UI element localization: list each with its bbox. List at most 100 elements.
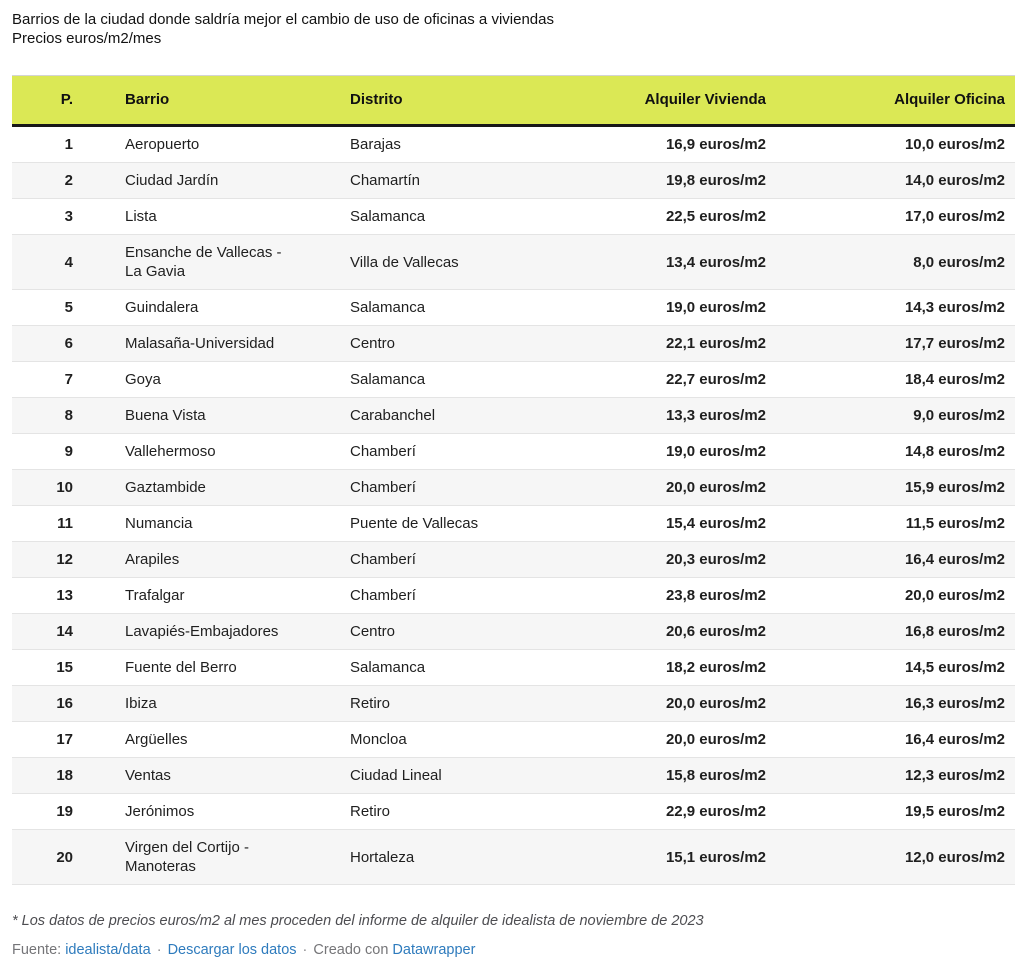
table-row: 9 Vallehermoso Chamberí 19,0 euros/m2 14,8 e…: [12, 433, 1015, 470]
cell-alquiler-oficina: 12,3 euros/m2: [778, 757, 1015, 794]
cell-alquiler-oficina: 12,0 euros/m2: [778, 829, 1015, 885]
table-row: 2 Ciudad Jardín Chamartín 19,8 euros/m2 14,0…: [12, 162, 1015, 199]
cell-alquiler-vivienda: 19,0 euros/m2: [568, 433, 778, 470]
cell-alquiler-oficina: 15,9 euros/m2: [778, 469, 1015, 506]
cell-rank: 2: [12, 162, 105, 199]
table-row: 10 Gaztambide Chamberí 20,0 euros/m2 15,9 eu…: [12, 469, 1015, 506]
cell-alquiler-vivienda: 16,9 euros/m2: [568, 125, 778, 163]
source-line: Fuente: idealista/data · Descargar los d…: [12, 941, 1015, 959]
datawrapper-link[interactable]: Datawrapper: [392, 942, 476, 958]
table-row: 16 Ibiza Retiro 20,0 euros/m2 16,3 euros/m2: [12, 685, 1015, 722]
table-row: 15 Fuente del Berro Salamanca 18,2 euros/m2…: [12, 649, 1015, 686]
cell-distrito: Centro: [338, 613, 568, 650]
cell-barrio: Ciudad Jardín: [105, 162, 338, 199]
separator-dot: ·: [302, 942, 308, 958]
cell-barrio: Lavapiés-Embajadores: [105, 613, 338, 650]
cell-distrito: Villa de Vallecas: [338, 234, 568, 290]
cell-rank: 3: [12, 198, 105, 235]
page-title: Barrios de la ciudad donde saldría mejor…: [12, 11, 554, 28]
cell-alquiler-vivienda: 19,8 euros/m2: [568, 162, 778, 199]
cell-alquiler-vivienda: 18,2 euros/m2: [568, 649, 778, 686]
cell-alquiler-vivienda: 22,1 euros/m2: [568, 325, 778, 362]
cell-alquiler-oficina: 14,5 euros/m2: [778, 649, 1015, 686]
cell-distrito: Salamanca: [338, 361, 568, 398]
table-head: P. Barrio Distrito Alquiler Vivienda Alquile…: [12, 75, 1015, 127]
table-header-row: P. Barrio Distrito Alquiler Vivienda Alquile…: [12, 75, 1015, 127]
cell-alquiler-vivienda: 20,0 euros/m2: [568, 685, 778, 722]
table-row: 5 Guindalera Salamanca 19,0 euros/m2 14,3 eu…: [12, 289, 1015, 326]
cell-alquiler-oficina: 16,4 euros/m2: [778, 541, 1015, 578]
column-header-barrio: Barrio: [105, 75, 338, 127]
footnote: * Los datos de precios euros/m2 al mes p…: [12, 913, 704, 929]
cell-rank: 9: [12, 433, 105, 470]
cell-barrio: Numancia: [105, 505, 338, 542]
table-row: 7 Goya Salamanca 22,7 euros/m2 18,4 euros/m2: [12, 361, 1015, 398]
table-row: 17 Argüelles Moncloa 20,0 euros/m2 16,4 euro…: [12, 721, 1015, 758]
table-row: 8 Buena Vista Carabanchel 13,3 euros/m2 9,0 …: [12, 397, 1015, 434]
cell-barrio: Ventas: [105, 757, 338, 794]
cell-alquiler-vivienda: 22,5 euros/m2: [568, 198, 778, 235]
cell-barrio: Virgen del Cortijo - Manoteras: [105, 829, 338, 885]
cell-distrito: Chamberí: [338, 577, 568, 614]
chart-header: Barrios de la ciudad donde saldría mejor…: [12, 10, 1015, 48]
cell-alquiler-oficina: 14,0 euros/m2: [778, 162, 1015, 199]
cell-rank: 17: [12, 721, 105, 758]
cell-alquiler-vivienda: 19,0 euros/m2: [568, 289, 778, 326]
cell-distrito: Carabanchel: [338, 397, 568, 434]
cell-rank: 4: [12, 234, 105, 290]
cell-alquiler-oficina: 18,4 euros/m2: [778, 361, 1015, 398]
cell-distrito: Retiro: [338, 685, 568, 722]
cell-alquiler-oficina: 8,0 euros/m2: [778, 234, 1015, 290]
cell-alquiler-oficina: 16,8 euros/m2: [778, 613, 1015, 650]
table-row: 11 Numancia Puente de Vallecas 15,4 euros/m…: [12, 505, 1015, 542]
cell-distrito: Centro: [338, 325, 568, 362]
cell-distrito: Chamberí: [338, 433, 568, 470]
column-header-alquiler-vivienda: Alquiler Vivienda: [568, 75, 778, 127]
table-row: 12 Arapiles Chamberí 20,3 euros/m2 16,4 euro…: [12, 541, 1015, 578]
cell-alquiler-oficina: 17,7 euros/m2: [778, 325, 1015, 362]
cell-distrito: Ciudad Lineal: [338, 757, 568, 794]
cell-alquiler-vivienda: 15,4 euros/m2: [568, 505, 778, 542]
download-data-link[interactable]: Descargar los datos: [167, 942, 297, 958]
cell-alquiler-vivienda: 15,8 euros/m2: [568, 757, 778, 794]
rent-comparison-table: P. Barrio Distrito Alquiler Vivienda Alquile…: [12, 75, 1015, 885]
table-row: 4 Ensanche de Vallecas - La Gavia Villa de…: [12, 234, 1015, 290]
cell-rank: 10: [12, 469, 105, 506]
column-header-alquiler-oficina: Alquiler Oficina: [778, 75, 1015, 127]
cell-alquiler-oficina: 19,5 euros/m2: [778, 793, 1015, 830]
cell-alquiler-vivienda: 22,9 euros/m2: [568, 793, 778, 830]
cell-barrio: Lista: [105, 198, 338, 235]
cell-rank: 16: [12, 685, 105, 722]
cell-alquiler-oficina: 11,5 euros/m2: [778, 505, 1015, 542]
table-row: 6 Malasaña-Universidad Centro 22,1 euros/m2…: [12, 325, 1015, 362]
cell-alquiler-vivienda: 20,0 euros/m2: [568, 469, 778, 506]
cell-alquiler-vivienda: 13,4 euros/m2: [568, 234, 778, 290]
table-row: 14 Lavapiés-Embajadores Centro 20,6 euros/m…: [12, 613, 1015, 650]
table-body: 1 Aeropuerto Barajas 16,9 euros/m2 10,0 euro…: [12, 125, 1015, 885]
cell-distrito: Salamanca: [338, 198, 568, 235]
cell-alquiler-oficina: 17,0 euros/m2: [778, 198, 1015, 235]
cell-rank: 7: [12, 361, 105, 398]
cell-rank: 5: [12, 289, 105, 326]
cell-alquiler-oficina: 16,3 euros/m2: [778, 685, 1015, 722]
cell-alquiler-vivienda: 22,7 euros/m2: [568, 361, 778, 398]
table-row: 18 Ventas Ciudad Lineal 15,8 euros/m2 12,3 e…: [12, 757, 1015, 794]
cell-distrito: Puente de Vallecas: [338, 505, 568, 542]
cell-barrio: Fuente del Berro: [105, 649, 338, 686]
separator-dot: ·: [156, 942, 162, 958]
cell-rank: 8: [12, 397, 105, 434]
cell-alquiler-oficina: 14,3 euros/m2: [778, 289, 1015, 326]
cell-barrio: Arapiles: [105, 541, 338, 578]
cell-distrito: Moncloa: [338, 721, 568, 758]
cell-barrio: Guindalera: [105, 289, 338, 326]
cell-rank: 20: [12, 829, 105, 885]
cell-alquiler-oficina: 20,0 euros/m2: [778, 577, 1015, 614]
cell-alquiler-vivienda: 20,3 euros/m2: [568, 541, 778, 578]
table-row: 19 Jerónimos Retiro 22,9 euros/m2 19,5 euros…: [12, 793, 1015, 830]
table-row: 3 Lista Salamanca 22,5 euros/m2 17,0 euros/m…: [12, 198, 1015, 235]
cell-rank: 12: [12, 541, 105, 578]
cell-barrio: Gaztambide: [105, 469, 338, 506]
source-link[interactable]: idealista/data: [65, 942, 151, 958]
cell-rank: 18: [12, 757, 105, 794]
cell-barrio: Buena Vista: [105, 397, 338, 434]
